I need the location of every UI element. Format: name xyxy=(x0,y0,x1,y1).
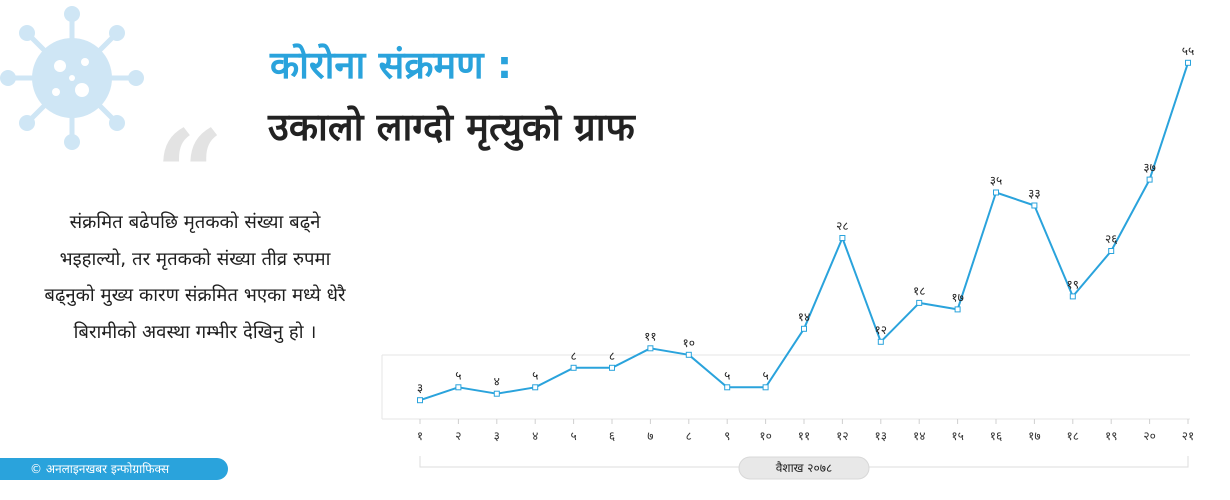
data-point-12 xyxy=(839,235,846,241)
data-label-16: ३५ xyxy=(990,174,1002,188)
chart-points xyxy=(417,59,1191,404)
data-label-19: २६ xyxy=(1105,232,1117,246)
data-label-1: ३ xyxy=(417,381,423,395)
data-point-1 xyxy=(417,397,423,404)
data-point-7 xyxy=(647,345,654,352)
data-point-18 xyxy=(1069,293,1076,300)
data-label-15: १७ xyxy=(951,290,963,304)
data-point-3 xyxy=(493,390,500,397)
x-tick-label-9: ९ xyxy=(724,429,730,443)
data-point-8 xyxy=(685,351,692,358)
data-label-17: ३३ xyxy=(1028,187,1040,201)
data-point-14 xyxy=(916,299,923,306)
x-axis-title: वैशाख २०७८ xyxy=(776,461,833,475)
x-tick-label-2: २ xyxy=(455,429,461,443)
data-point-17 xyxy=(1031,202,1038,209)
x-tick-label-17: १७ xyxy=(1028,429,1040,443)
x-tick-label-1: १ xyxy=(417,429,423,443)
data-point-10 xyxy=(762,384,769,391)
data-point-20 xyxy=(1146,176,1153,183)
x-tick-label-5: ५ xyxy=(570,429,576,443)
page-title-line2: उकालो लाग्दो मृत्युको ग्राफ xyxy=(268,105,635,149)
data-point-13 xyxy=(877,338,884,345)
x-tick-label-6: ६ xyxy=(609,429,615,443)
x-tick-label-15: १५ xyxy=(951,429,963,443)
x-tick-label-19: १९ xyxy=(1105,429,1117,443)
x-tick-label-14: १४ xyxy=(913,429,925,443)
x-tick-label-11: ११ xyxy=(798,429,810,443)
data-point-16 xyxy=(993,189,999,196)
data-point-6 xyxy=(609,364,615,371)
data-label-20: ३७ xyxy=(1143,161,1155,175)
x-tick-label-4: ४ xyxy=(532,429,538,443)
data-point-4 xyxy=(532,384,539,391)
chart-series xyxy=(419,62,1189,402)
credit-badge: © अनलाइनखबर इन्फोग्राफिक्स xyxy=(0,458,228,480)
data-label-13: १२ xyxy=(875,323,887,337)
data-label-3: ४ xyxy=(494,375,500,389)
data-label-2: ५ xyxy=(455,368,461,382)
data-point-9 xyxy=(724,384,731,391)
description-text: संक्रमित बढेपछि मृतकको संख्या बढ्ने भइहा… xyxy=(44,212,346,343)
x-tick-label-16: १६ xyxy=(990,429,1002,443)
data-label-7: ११ xyxy=(644,329,656,343)
data-point-11 xyxy=(801,325,807,332)
chart-axes xyxy=(381,354,1190,420)
x-tick-label-3: ३ xyxy=(494,429,500,443)
x-axis-title-pill xyxy=(738,456,870,480)
virus-icon xyxy=(0,6,144,150)
data-point-21 xyxy=(1185,59,1191,66)
data-label-14: १८ xyxy=(913,284,925,298)
data-point-2 xyxy=(455,384,462,391)
x-tick-label-13: १३ xyxy=(875,429,887,443)
x-tick-label-20: २० xyxy=(1143,429,1155,443)
x-tick-label-10: १० xyxy=(759,429,771,443)
data-label-18: १९ xyxy=(1067,277,1079,291)
x-tick-label-18: १८ xyxy=(1067,429,1079,443)
chart-x-title-group: वैशाख २०७८ xyxy=(419,456,1189,480)
x-tick-label-7: ७ xyxy=(647,429,653,443)
x-tick-label-21: २१ xyxy=(1182,429,1194,443)
quote-icon: “ xyxy=(155,104,225,245)
data-point-15 xyxy=(954,306,961,313)
data-label-11: १४ xyxy=(798,310,810,324)
data-label-5: ८ xyxy=(570,349,576,363)
data-label-10: ५ xyxy=(762,368,768,382)
data-label-12: २८ xyxy=(836,219,848,233)
data-label-4: ५ xyxy=(532,368,538,382)
data-label-21: ५५ xyxy=(1182,44,1194,58)
series-line xyxy=(419,62,1189,402)
data-label-6: ८ xyxy=(609,349,615,363)
x-tick-label-8: ८ xyxy=(686,429,692,443)
x-tick-label-12: १२ xyxy=(836,429,848,443)
data-point-5 xyxy=(570,364,577,371)
data-label-8: १० xyxy=(683,336,695,350)
data-point-19 xyxy=(1108,248,1115,254)
chart-x-ticks: १ २ ३ ४ ५ ६ ७ ८ ९ १० ११ १२ १३ १४ १५ १६ १७ १८ १९ २० २१ xyxy=(417,419,1194,443)
page-title-line1: कोरोना संक्रमण : xyxy=(270,43,513,87)
data-label-9: ५ xyxy=(724,368,730,382)
